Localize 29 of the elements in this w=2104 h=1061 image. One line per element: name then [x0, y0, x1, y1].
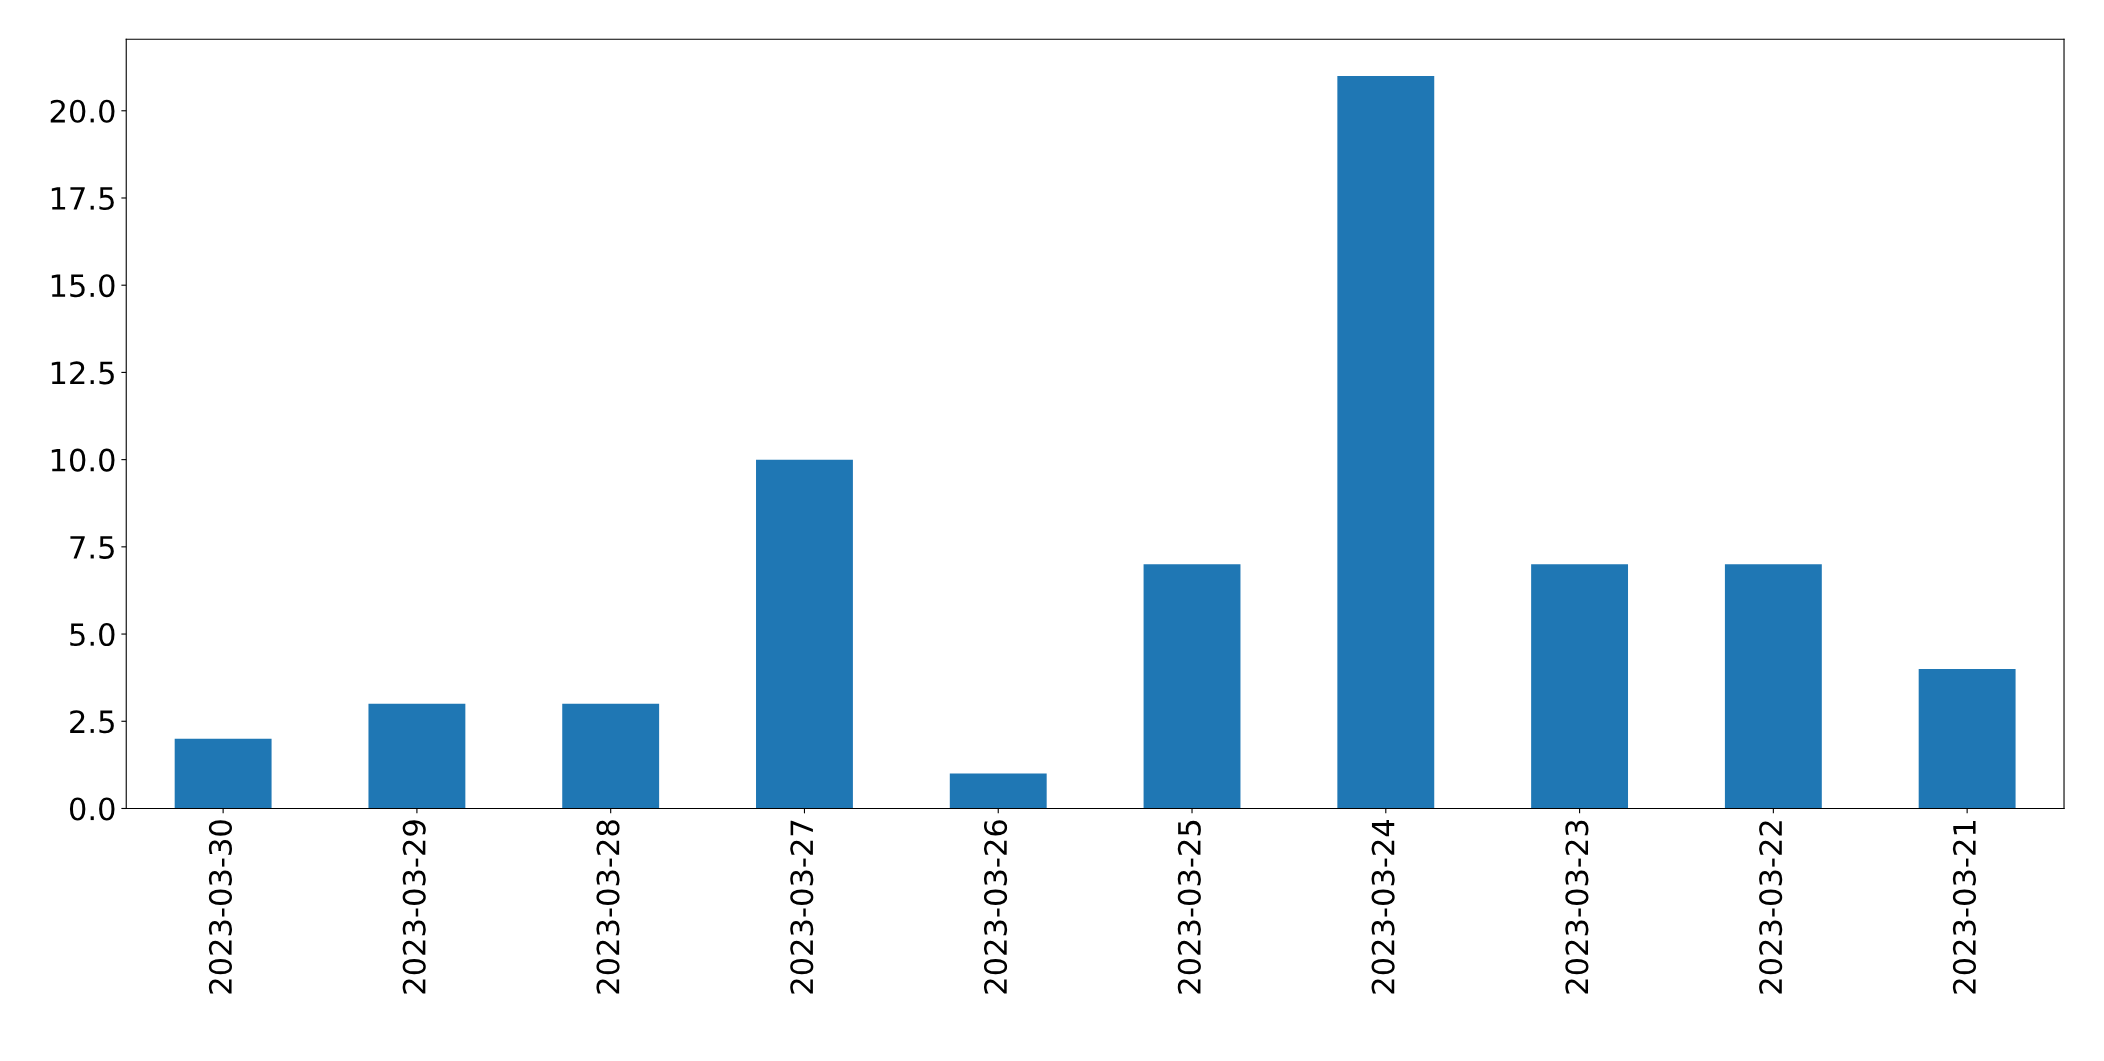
- bar: [949, 773, 1047, 809]
- bar: [1918, 668, 2016, 809]
- y-tick-label: 20.0: [50, 99, 115, 123]
- bar: [1531, 564, 1629, 809]
- y-tick-label: 2.5: [70, 710, 114, 734]
- bar: [1337, 75, 1435, 809]
- bar: [756, 459, 853, 809]
- x-tick-label: 2023-03-28: [596, 820, 620, 994]
- bar: [1724, 564, 1822, 809]
- y-tick-label: 12.5: [51, 361, 114, 385]
- bar: [562, 703, 660, 809]
- bar: [174, 738, 272, 809]
- x-tick-label: 2023-03-24: [1371, 819, 1395, 994]
- x-tick-label: 2023-03-26: [984, 820, 1008, 994]
- y-tick-label: 15.0: [51, 274, 115, 298]
- y-tick-label: 10.0: [51, 448, 115, 472]
- y-tick-label: 7.5: [70, 536, 114, 559]
- x-tick-label: 2023-03-30: [208, 820, 232, 994]
- bar: [1143, 564, 1241, 809]
- x-tick-label: 2023-03-25: [1177, 820, 1201, 994]
- x-tick-label: 2023-03-22: [1759, 821, 1783, 994]
- y-tick-label: 17.5: [51, 187, 114, 211]
- x-tick-label: 2023-03-27: [790, 820, 814, 994]
- y-tick-label: 0.0: [69, 797, 115, 821]
- x-tick-label: 2023-03-29: [402, 820, 426, 994]
- y-tick-label: 5.0: [70, 622, 115, 647]
- x-tick-label: 2023-03-21: [1952, 821, 1976, 994]
- x-tick-label: 2023-03-23: [1565, 820, 1589, 994]
- bar: [368, 703, 466, 809]
